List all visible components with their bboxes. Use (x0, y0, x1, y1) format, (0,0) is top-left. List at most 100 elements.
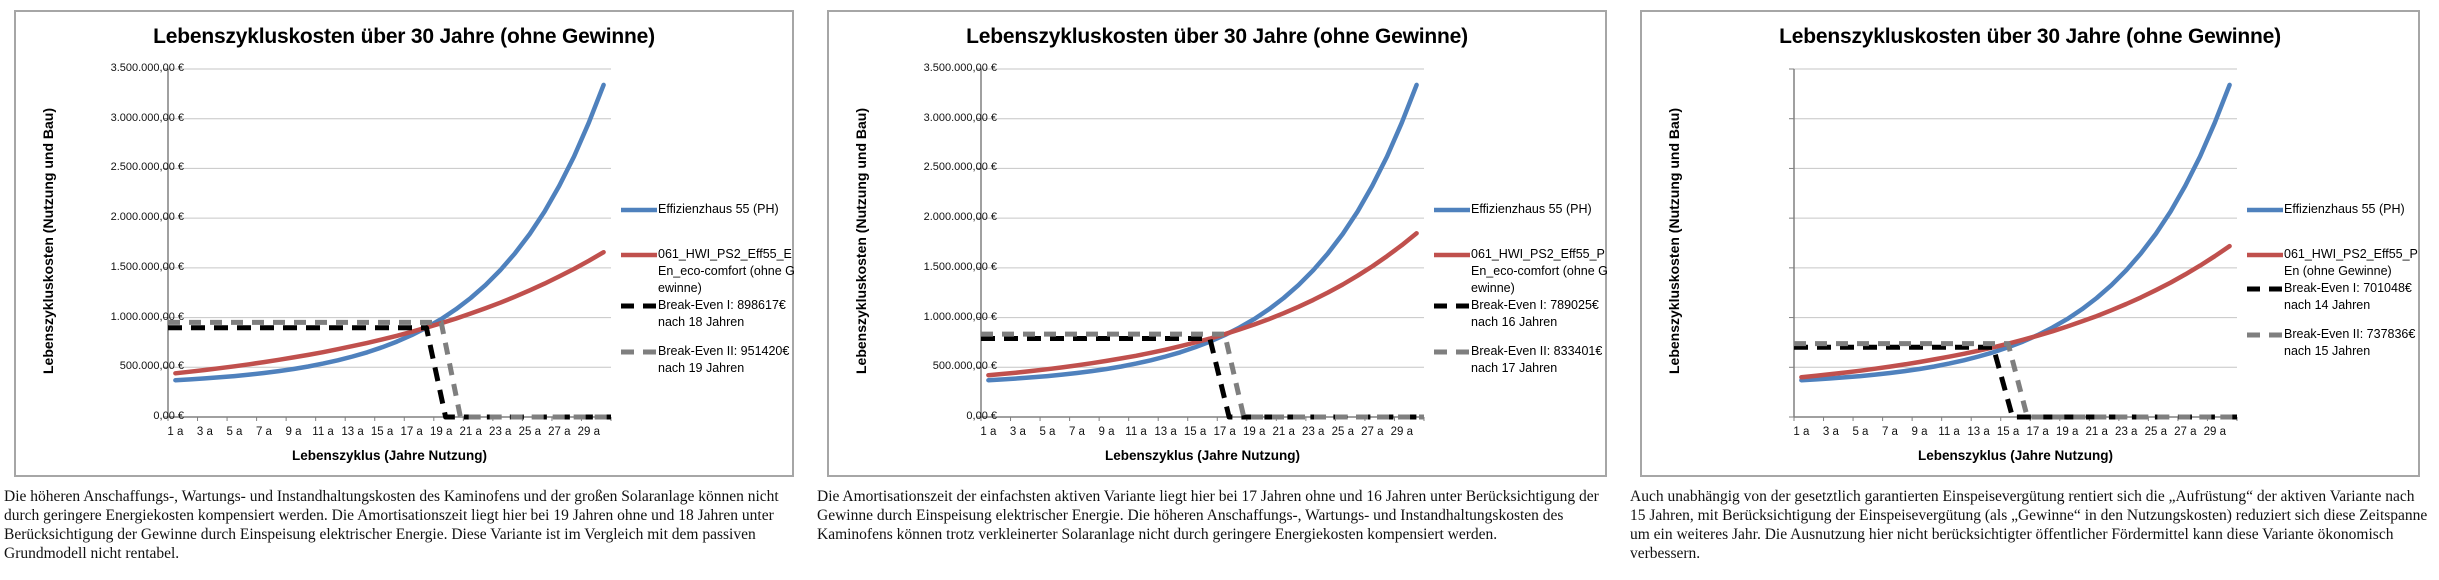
legend-item: Break-Even II: 951420€ nach 19 Jahren (620, 343, 796, 377)
x-tick-label: 25 a (1331, 426, 1354, 438)
dashed-line-swatch (621, 303, 657, 309)
line-chart: Lebenszykluskosten über 30 Jahre (ohne G… (924, 10, 2422, 477)
x-tick-label: 13 a (1967, 426, 1990, 438)
x-tick-label: 17 a (1213, 426, 1236, 438)
legend-label: Effizienzhaus 55 (PH) (2284, 202, 2405, 216)
y-tick-label: 3.000.000,00 € (923, 111, 997, 124)
x-tick-label: 21 a (2085, 426, 2108, 438)
legend-label: Break-Even I: 701048€ nach 14 Jahren (2284, 281, 2412, 312)
dashed-line-swatch (2247, 286, 2283, 292)
legend-label: Break-Even II: 737836€ nach 15 Jahren (2284, 327, 2416, 358)
legend-label: Break-Even I: 789025€ nach 16 Jahren (1471, 298, 1599, 329)
x-tick-label: 5 a (1039, 426, 1056, 438)
charts-row: Lebenszykluskosten über 30 Jahre (ohne G… (0, 0, 2427, 563)
x-tick-label: 25 a (2144, 426, 2167, 438)
dashed-line-swatch (2247, 332, 2283, 338)
legend-label: Effizienzhaus 55 (PH) (658, 202, 779, 216)
x-tick-label: 19 a (429, 426, 453, 438)
legend-item: Break-Even I: 789025€ nach 16 Jahren (1433, 297, 1609, 331)
chart-title: Lebenszykluskosten über 30 Jahre (ohne G… (1779, 25, 2281, 48)
legend: Effizienzhaus 55 (PH) 061_HWI_PS2_Eff55_P… (2246, 201, 2422, 360)
x-tick-label: 13 a (341, 426, 364, 438)
legend-item: Break-Even II: 737836€ nach 15 Jahren (2246, 326, 2422, 360)
legend-item: Break-Even I: 898617€ nach 18 Jahren (620, 297, 796, 331)
x-tick-label: 21 a (459, 426, 482, 438)
line-swatch (1434, 207, 1470, 213)
x-tick-label: 15 a (370, 426, 394, 438)
dashed-line-swatch (1434, 349, 1470, 355)
y-tick-label: 1.000.000,00 € (110, 310, 184, 323)
x-tick-label: 29 a (1390, 426, 1414, 438)
y-tick-label: 3.500.000,00 € (110, 62, 184, 74)
plot-canvas (163, 68, 612, 421)
chart-title: Lebenszykluskosten über 30 Jahre (ohne G… (153, 25, 655, 48)
x-tick-label: 29 a (577, 426, 601, 438)
x-tick-label: 1 a (980, 426, 997, 438)
legend-item: Break-Even I: 701048€ nach 14 Jahren (2246, 280, 2422, 314)
x-tick-label: 7 a (1068, 426, 1085, 438)
y-tick-label: 500.000,00 € (932, 360, 997, 373)
y-tick-label: 2.000.000,00 € (110, 211, 184, 224)
x-tick-label: 17 a (2026, 426, 2049, 438)
x-axis-title: Lebenszyklus (Jahre Nutzung) (1104, 448, 1301, 463)
x-tick-label: 9 a (285, 426, 302, 438)
y-axis-title: Lebenszykluskosten (Nutzung und Bau) (40, 108, 56, 375)
x-tick-label: 5 a (1852, 426, 1869, 438)
dashed-line-swatch (621, 349, 657, 355)
y-tick-label: 2.500.000,00 € (110, 161, 184, 174)
legend-item: 061_HWI_PS2_Eff55_PEn (ohne Gewinne) (2246, 246, 2422, 280)
legend-item: 061_HWI_PS2_Eff55_EEn_eco-comfort (ohne … (620, 246, 796, 297)
x-tick-label: 3 a (196, 426, 213, 438)
x-tick-label: 11 a (1938, 426, 1960, 438)
plot-canvas (976, 68, 1425, 421)
x-tick-label: 23 a (2115, 426, 2138, 438)
plot-area (976, 68, 1425, 421)
y-tick-label: 500.000,00 € (119, 360, 184, 373)
x-tick-label: 11 a (312, 426, 334, 438)
legend-item: Break-Even II: 833401€ nach 17 Jahren (1433, 343, 1609, 377)
plot-area (163, 68, 612, 421)
legend: Effizienzhaus 55 (PH) 061_HWI_PS2_Eff55_E… (620, 201, 796, 377)
y-axis-title: Lebenszykluskosten (Nutzung und Bau) (1666, 108, 1682, 375)
x-tick-label: 23 a (1302, 426, 1325, 438)
line-chart: Lebenszykluskosten über 30 Jahre (ohne G… (14, 10, 796, 477)
x-tick-label: 1 a (167, 426, 184, 438)
x-tick-label: 3 a (1822, 426, 1839, 438)
x-tick-label: 9 a (1098, 426, 1115, 438)
line-swatch (621, 207, 657, 213)
line-chart: Lebenszykluskosten über 30 Jahre (ohne G… (111, 10, 1609, 477)
legend-label: 061_HWI_PS2_Eff55_PEn (ohne Gewinne) (2284, 247, 2418, 278)
line-swatch (2247, 207, 2283, 213)
x-tick-label: 7 a (255, 426, 272, 438)
y-tick-label: 1.500.000,00 € (923, 260, 997, 273)
legend: Effizienzhaus 55 (PH) 061_HWI_PS2_Eff55_P… (1433, 201, 1609, 377)
x-tick-label: 11 a (1125, 426, 1147, 438)
x-axis-title: Lebenszyklus (Jahre Nutzung) (1917, 448, 2114, 463)
legend-label: Break-Even I: 898617€ nach 18 Jahren (658, 298, 786, 329)
line-swatch (621, 252, 657, 258)
chart-caption: Die Amortisationszeit der einfachsten ak… (817, 488, 1599, 543)
y-tick-label: 1.000.000,00 € (923, 310, 997, 323)
y-tick-label: 3.500.000,00 € (923, 62, 997, 74)
legend-label: Break-Even II: 833401€ nach 17 Jahren (1471, 344, 1603, 375)
chart-caption: Die höheren Anschaffungs-, Wartungs- und… (4, 488, 779, 562)
x-axis-title: Lebenszyklus (Jahre Nutzung) (291, 448, 488, 463)
x-tick-label: 9 a (1911, 426, 1928, 438)
x-tick-label: 15 a (1183, 426, 1207, 438)
plot-area (1789, 68, 2238, 421)
x-tick-label: 23 a (489, 426, 512, 438)
legend-label: 061_HWI_PS2_Eff55_EEn_eco-comfort (ohne … (658, 247, 795, 295)
x-tick-label: 27 a (1361, 426, 1384, 438)
x-tick-label: 1 a (1793, 426, 1810, 438)
x-tick-label: 21 a (1272, 426, 1295, 438)
legend-item: Effizienzhaus 55 (PH) (1433, 201, 1609, 218)
x-tick-label: 25 a (518, 426, 541, 438)
x-tick-label: 29 a (2203, 426, 2227, 438)
chart-panel: Lebenszykluskosten über 30 Jahre (ohne G… (0, 0, 813, 563)
line-swatch (2247, 252, 2283, 258)
x-tick-label: 13 a (1154, 426, 1177, 438)
chart-panel: Lebenszykluskosten über 30 Jahre (ohne G… (111, 0, 1626, 563)
x-tick-label: 7 a (1881, 426, 1898, 438)
legend-label: 061_HWI_PS2_Eff55_PEn_eco-comfort (ohne … (1471, 247, 1608, 295)
x-tick-label: 19 a (2055, 426, 2079, 438)
